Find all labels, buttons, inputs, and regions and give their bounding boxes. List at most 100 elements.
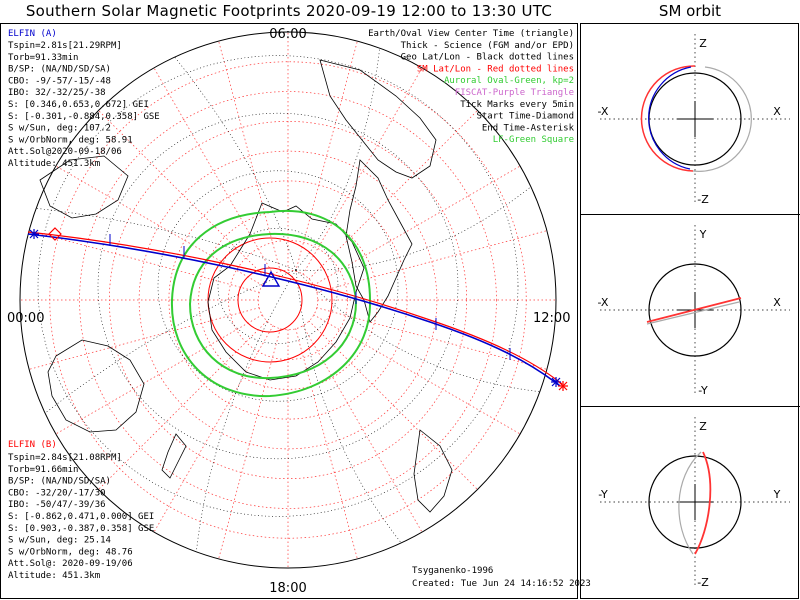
geo-lon-line	[295, 186, 532, 271]
pacific-islands-outline	[413, 429, 453, 513]
sm-inner-circle	[237, 267, 303, 333]
geo-lon-line	[36, 208, 297, 271]
new-zealand-outline	[161, 433, 187, 479]
orbit-axis-label-right: X	[773, 105, 781, 118]
elfin_b-info-line: Torb=91.66min	[8, 465, 78, 475]
sm-lon-spoke	[313, 314, 521, 435]
orbit-axis-label-bottom: -Z	[697, 576, 709, 589]
elfin-b-name: ELFIN (B)	[8, 440, 57, 450]
legend-item: SM Lat/Lon - Red dotted lines	[417, 64, 574, 74]
geo-lon-line	[295, 269, 402, 544]
elfin-b-end-asterisk	[558, 381, 568, 391]
geo-lon-line	[196, 269, 297, 552]
sm-lat-circle	[108, 120, 468, 480]
orbit-track-gray	[692, 66, 752, 172]
orbit-frame	[580, 23, 799, 599]
legend-item: Auroral Oval-Green, kp=2	[444, 76, 574, 86]
created-label: Created: Tue Jun 24 14:16:52 2023	[412, 579, 591, 589]
sm-lat-circle	[138, 150, 438, 450]
legend-item: LF-Green Square	[493, 135, 574, 145]
orbit-track-red	[646, 297, 742, 323]
elfin_a-info-line: CBO: -9/-57/-15/-48	[8, 76, 111, 86]
sm-lat-circle	[168, 180, 408, 420]
geo-lon-line	[44, 269, 297, 414]
geo-lat-line	[97, 112, 459, 460]
asia-outline	[39, 155, 129, 219]
elfin_b-info-line: Att.Sol@: 2020-09-19/06	[8, 559, 133, 569]
auroral-oval-inner	[188, 232, 358, 380]
legend-item: Earth/Oval View Center Time (triangle)	[368, 29, 574, 39]
orbit-axis-label-right: X	[773, 296, 781, 309]
orbit-axis-label-right: Y	[773, 488, 781, 501]
orbit-axis-label-top: Z	[699, 420, 707, 433]
elfin-a-name: ELFIN (A)	[8, 29, 57, 39]
geo-lon-line	[295, 269, 540, 392]
track-markers	[29, 227, 568, 391]
view-center-triangle	[261, 270, 281, 287]
orbit-panels: Z -Z -X X Y -Y -X X Z -Z -Y Y	[598, 34, 790, 589]
model-label: Tsyganenko-1996	[412, 566, 493, 576]
elfin_a-info-line: Att.Sol@2020-09-18/06	[8, 147, 122, 157]
elfin_b-info-line: S: [0.903,-0.387,0.358] GSE	[8, 524, 154, 534]
sm-grid	[19, 31, 557, 569]
elfin_a-info-line: B/SP: (NA/ND/SD/SA)	[8, 65, 111, 75]
sm-lon-spoke	[55, 314, 263, 435]
legend-item: End Time-Asterisk	[482, 123, 575, 133]
footprint-tracks	[27, 231, 563, 387]
geo-lat-line	[37, 55, 519, 517]
elfin_a-info-line: Torb=91.33min	[8, 53, 78, 63]
orbit-title: SM orbit	[658, 2, 722, 20]
sm-lon-spoke	[29, 230, 260, 293]
elfin-a-info: ELFIN (A) Tspin=2.81s[21.29RPM] Torb=91.3…	[8, 29, 160, 169]
legend-item: Tick Marks every 5min	[460, 100, 574, 110]
hour-label-00: 00:00	[7, 311, 44, 326]
geo-lat-line	[157, 170, 399, 402]
elfin_b-info-line: IBO: -50/47/-39/36	[8, 500, 106, 510]
continent-outlines	[39, 59, 453, 513]
orbit-axis-label-left: -X	[598, 105, 609, 118]
orbit-axis-label-top: Y	[699, 228, 707, 241]
legend: Earth/Oval View Center Time (triangle) Th…	[368, 29, 574, 145]
elfin_b-info-line: S: [-0.862,0.471,0.000] GEI	[8, 512, 154, 522]
elfin-b-start-diamond	[48, 227, 62, 241]
elfin-a-track	[27, 233, 561, 387]
elfin_b-info-line: Altitude: 451.3km	[8, 571, 100, 581]
orbit-axis-label-left: -X	[598, 296, 609, 309]
legend-item: Thick - Science (FGM and/or EPD)	[401, 41, 574, 51]
sm-lon-spoke	[153, 325, 274, 533]
sm-lon-spoke	[98, 320, 268, 490]
page-title: Southern Solar Magnetic Footprints 2020-…	[25, 2, 553, 20]
legend-item: FISCAT-Purple Triangle	[455, 88, 574, 98]
orbit-panel: Z -Z -X X	[598, 34, 790, 206]
earth-circle	[648, 455, 742, 549]
orbit-panel: Z -Z -Y Y	[598, 417, 790, 589]
legend-item: Geo Lat/Lon - Black dotted lines	[401, 53, 574, 63]
sm-lat-circle	[79, 91, 497, 509]
orbit-track-red	[640, 65, 696, 172]
orbit-axis-label-bottom: -Y	[698, 384, 708, 397]
map-boundary	[19, 31, 557, 569]
elfin-a-start-asterisk	[29, 229, 39, 239]
orbit-panel: Y -Y -X X	[598, 225, 790, 397]
elfin_b-info-line: S w/OrbNorm, deg: 48.76	[8, 547, 133, 557]
elfin_a-info-line: Altitude: 451.3km	[8, 159, 100, 169]
orbit-axis-label-left: -Y	[598, 488, 608, 501]
sm-lon-spoke	[316, 307, 547, 370]
sm-ring-circle	[207, 237, 333, 363]
antarctica-outline	[207, 202, 365, 381]
auroral-oval-outer	[170, 209, 372, 398]
elfin_a-info-line: S: [-0.301,-0.884,0.358] GSE	[8, 112, 160, 122]
legend-item: Start Time-Diamond	[476, 112, 574, 122]
hour-label-06: 06:00	[269, 27, 306, 42]
orbit-track-gray	[646, 301, 740, 325]
sm-lon-spoke	[302, 325, 423, 533]
africa-outline	[319, 59, 437, 179]
elfin_b-info-line: B/SP: (NA/ND/SD/SA)	[8, 477, 111, 487]
elfin_a-info-line: Tspin=2.81s[21.29RPM]	[8, 41, 122, 51]
elfin_a-info-line: S w/Sun, deg: 107.2	[8, 124, 111, 134]
elfin_a-info-line: S: [0.346,0.653,0.672] GEI	[8, 100, 149, 110]
elfin_b-info-line: Tspin=2.84s[21.08RPM]	[8, 453, 122, 463]
orbit-track-blue	[648, 66, 692, 170]
earth-circle	[648, 263, 742, 357]
